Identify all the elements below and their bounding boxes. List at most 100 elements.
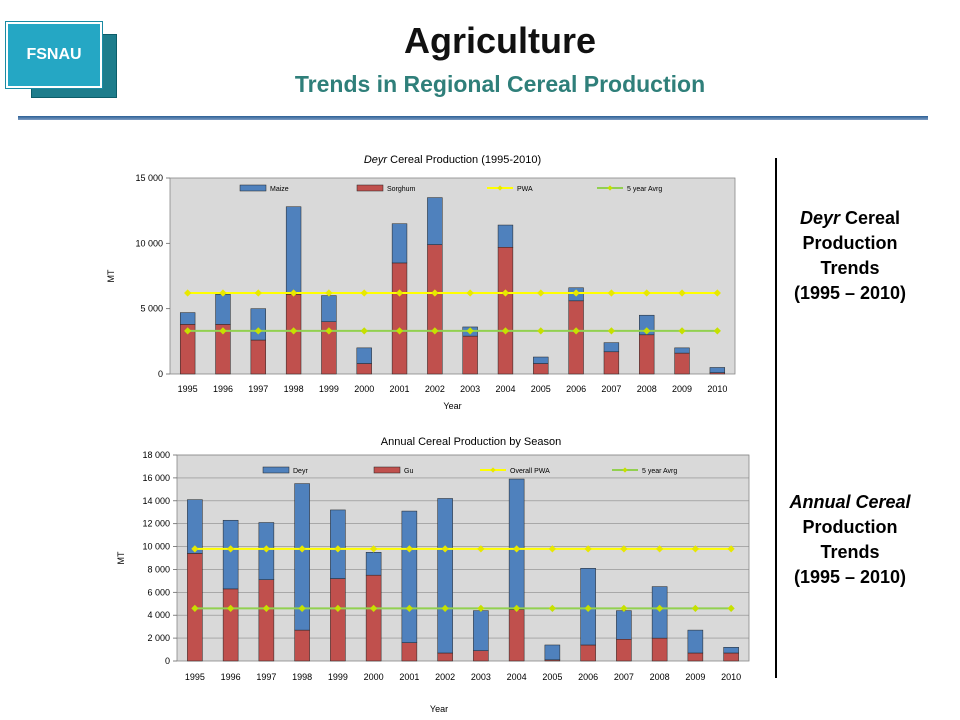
- chart1-xtick-label: 1995: [178, 384, 198, 394]
- chart2-bar-gu: [616, 639, 632, 662]
- chart2-marker-5yr-avg: [656, 604, 664, 612]
- chart2-marker-5yr-avg: [334, 604, 342, 612]
- chart2-bar-deyr: [651, 586, 668, 639]
- chart2-xtick-label: 1995: [185, 672, 205, 682]
- chart2-marker-5yr-avg: [477, 604, 485, 612]
- chart1-marker-pwa: [537, 289, 545, 297]
- chart2-ytick-label: 6 000: [147, 587, 170, 597]
- annual-trend-label-line3: Trends: [820, 542, 880, 562]
- deyr-trend-label-rest: Cereal: [839, 208, 901, 228]
- annual-trend-label-line4: (1995 – 2010): [793, 567, 907, 587]
- chart2-bar-gu: [580, 644, 596, 662]
- chart1-bar-maize: [427, 197, 443, 245]
- chart1-marker-pwa: [678, 289, 686, 297]
- chart2-marker-5yr-avg: [191, 604, 199, 612]
- chart2-xtick-label: 2005: [542, 672, 562, 682]
- chart2-ytick-label: 16 000: [142, 473, 170, 483]
- chart1-marker-5yr-avg: [607, 327, 616, 335]
- chart1-marker-5yr-avg: [643, 327, 651, 335]
- chart2-marker-pwa: [405, 545, 413, 553]
- chart2-xtick-label: 2010: [721, 672, 741, 682]
- chart1-marker-pwa: [643, 289, 651, 297]
- chart1-bar-maize: [215, 294, 231, 325]
- chart1-legend-marker: [607, 185, 613, 191]
- annual-trend-label-line1: Annual Cereal: [789, 492, 911, 512]
- chart1-bar-maize: [179, 312, 196, 325]
- chart2-bar-deyr: [401, 510, 418, 643]
- chart1-marker-pwa: [607, 289, 616, 297]
- chart2-bar-gu: [365, 574, 382, 662]
- chart1-xtick-label: 1998: [284, 384, 304, 394]
- chart2-legend-label: 5 year Avrg: [642, 468, 677, 475]
- chart1-xtick-label: 1997: [248, 384, 268, 394]
- chart2-bar-deyr: [365, 552, 382, 576]
- chart2-bar-gu: [294, 629, 310, 662]
- chart1-marker-pwa: [501, 289, 510, 297]
- chart1-bar-sorghum: [674, 352, 690, 375]
- chart2-bar-gu: [437, 652, 453, 662]
- chart2-ytick-label: 14 000: [142, 496, 170, 506]
- chart1-marker-5yr-avg: [572, 327, 580, 335]
- chart2-marker-pwa: [548, 545, 556, 553]
- chart1-marker-pwa: [395, 289, 404, 297]
- chart1-marker-5yr-avg: [360, 327, 368, 335]
- deyr-trend-label-line2: Production: [802, 233, 898, 253]
- chart1-marker-5yr-avg: [713, 327, 721, 335]
- chart1-ylabel: MT: [106, 269, 116, 282]
- chart2-marker-pwa: [584, 545, 592, 553]
- chart2-marker-5yr-avg: [620, 604, 628, 612]
- chart1-marker-5yr-avg: [431, 327, 439, 335]
- chart2-ytick-label: 12 000: [142, 519, 170, 529]
- chart2-bar-deyr: [222, 519, 239, 590]
- chart1-ytick-label: 5 000: [140, 304, 163, 314]
- charts-canvas: Deyr Cereal Production (1995-2010) 0 5 000…: [106, 154, 750, 714]
- chart1-bar-sorghum: [533, 363, 549, 375]
- chart1-bar-maize: [533, 356, 549, 364]
- chart2-legend-swatch: [262, 466, 290, 474]
- chart1-marker-5yr-avg: [289, 327, 298, 335]
- chart2-bar-deyr: [616, 610, 632, 640]
- annual-trend-label-line2: Production: [802, 517, 898, 537]
- chart1-legend-swatch: [239, 184, 267, 192]
- chart2-marker-5yr-avg: [227, 604, 235, 612]
- chart1-bar-maize: [674, 347, 690, 354]
- chart2-bar-gu: [508, 609, 525, 662]
- chart2-bar-gu: [723, 652, 739, 662]
- chart2-legend-marker: [622, 467, 628, 473]
- chart2-bar-deyr: [687, 629, 704, 654]
- chart1-xtick-label: 2010: [707, 384, 727, 394]
- page-title: Agriculture: [403, 20, 597, 61]
- chart1-marker-5yr-avg: [466, 327, 474, 335]
- chart1-legend-label: Sorghum: [387, 186, 416, 193]
- chart2-bar-gu: [687, 652, 704, 662]
- chart1-marker-5yr-avg: [325, 327, 333, 335]
- chart2-bar-gu: [330, 578, 346, 662]
- chart2-ytick-label: 0: [165, 656, 170, 666]
- chart2-bar-gu: [473, 650, 489, 662]
- chart1-legend-marker: [497, 185, 503, 191]
- chart1-ytick-label: 0: [158, 369, 163, 379]
- chart2-marker-5yr-avg: [262, 604, 270, 612]
- chart1-bar-maize: [497, 224, 514, 248]
- chart2-xtick-label: 2000: [364, 672, 384, 682]
- chart1-legend-label: PWA: [517, 186, 533, 193]
- deyr-trend-label-italic: Deyr: [799, 208, 840, 228]
- chart1-xtick-label: 2008: [637, 384, 657, 394]
- chart2-marker-pwa: [298, 545, 306, 553]
- chart1-bar-maize: [603, 342, 620, 353]
- chart1-bar-sorghum: [250, 339, 266, 375]
- chart1-bar-sorghum: [356, 363, 372, 375]
- chart2-xlabel: Year: [430, 704, 448, 714]
- chart2-marker-pwa: [262, 545, 270, 553]
- chart1-bar-sorghum: [497, 247, 514, 375]
- chart2-marker-pwa: [656, 545, 664, 553]
- chart2-bar-gu: [651, 637, 668, 662]
- chart2-ylabel: MT: [116, 551, 126, 564]
- chart1-legend-label: 5 year Avrg: [627, 186, 662, 193]
- chart2-ytick-label: 18 000: [142, 450, 170, 460]
- chart2-xtick-label: 1997: [256, 672, 276, 682]
- chart2-xtick-label: 1998: [292, 672, 312, 682]
- chart2-xtick-label: 2002: [435, 672, 455, 682]
- chart1-marker-5yr-avg: [678, 327, 686, 335]
- chart1-xtick-label: 2007: [601, 384, 621, 394]
